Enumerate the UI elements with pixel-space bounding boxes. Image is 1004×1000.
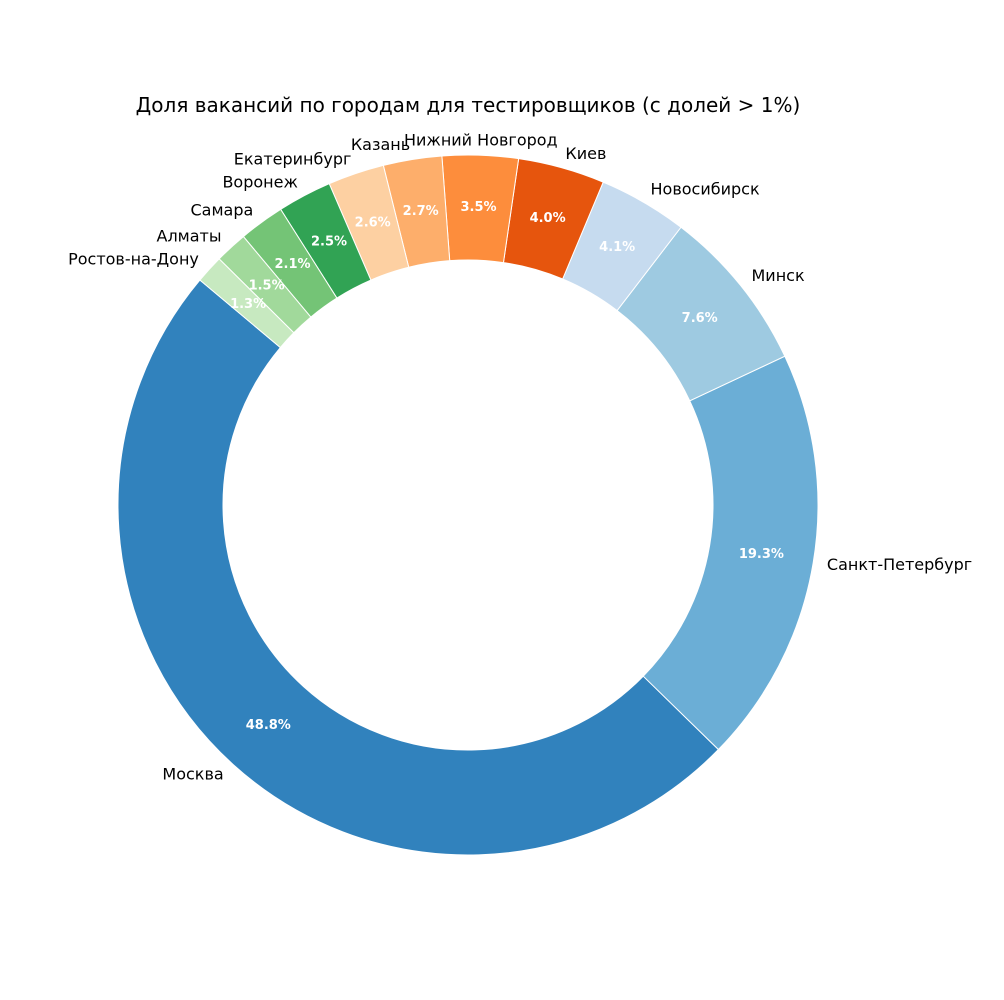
slice-label-2: Минск bbox=[752, 266, 805, 285]
slices bbox=[117, 154, 819, 856]
slice-1 bbox=[642, 355, 819, 751]
chart-title: Доля вакансий по городам для тестировщик… bbox=[136, 93, 801, 117]
slice-label-7: Екатеринбург bbox=[234, 150, 352, 169]
percent-label-4: 4.0% bbox=[530, 211, 566, 226]
percent-label-1: 19.3% bbox=[739, 547, 784, 562]
percent-label-6: 2.7% bbox=[403, 204, 439, 219]
percent-label-8: 2.5% bbox=[311, 235, 347, 250]
slice-0 bbox=[117, 279, 720, 856]
slice-label-6: Казань bbox=[351, 135, 410, 154]
slice-label-11: Ростов-на-Дону bbox=[68, 249, 199, 268]
slice-label-8: Воронеж bbox=[222, 173, 297, 192]
percent-label-5: 3.5% bbox=[460, 200, 496, 215]
percent-labels: 48.8% 19.3% 7.6% 4.1% 4.0% 3.5% 2.7% 2.6% 2.5%2.… bbox=[230, 200, 784, 733]
percent-label-9: 2.1% bbox=[274, 257, 310, 272]
slice-label-10: Алматы bbox=[157, 227, 222, 246]
percent-label-7: 2.6% bbox=[355, 216, 391, 231]
percent-label-10: 1.5% bbox=[249, 279, 285, 294]
slice-label-9: Самара bbox=[190, 201, 253, 220]
slice-11 bbox=[199, 258, 295, 349]
percent-label-2: 7.6% bbox=[682, 311, 718, 326]
slice-label-3: Новосибирск bbox=[651, 180, 760, 199]
slice-label-4: Киев bbox=[565, 144, 606, 163]
slice-labels: Москва Санкт-Петербург Минск Новосибирск Кие… bbox=[68, 131, 972, 784]
percent-label-3: 4.1% bbox=[599, 240, 635, 255]
slice-label-5: Нижний Новгород bbox=[404, 131, 558, 150]
slice-label-1: Санкт-Петербург bbox=[827, 555, 972, 574]
percent-label-11: 1.3% bbox=[230, 297, 266, 312]
percent-label-0: 48.8% bbox=[246, 718, 291, 733]
slice-label-0: Москва bbox=[162, 764, 223, 783]
